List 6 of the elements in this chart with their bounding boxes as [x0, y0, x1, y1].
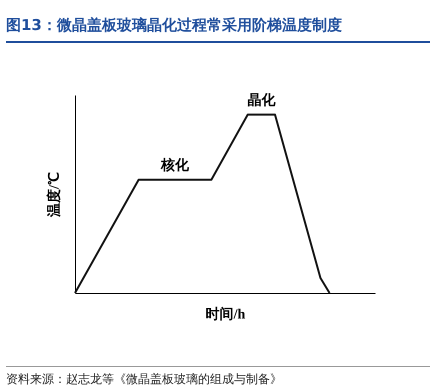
y-axis-title: 温度/℃ — [46, 172, 62, 218]
x-axis-title: 时间/h — [206, 306, 246, 322]
text: 晶化 — [247, 92, 276, 109]
chart-title: 图13：微晶盖板玻璃晶化过程常采用阶梯温度制度 — [6, 16, 430, 43]
text: 资料来源：赵志龙等《微晶盖板玻璃的组成与制备》 — [6, 366, 430, 387]
annotation: 核化 — [160, 158, 190, 174]
